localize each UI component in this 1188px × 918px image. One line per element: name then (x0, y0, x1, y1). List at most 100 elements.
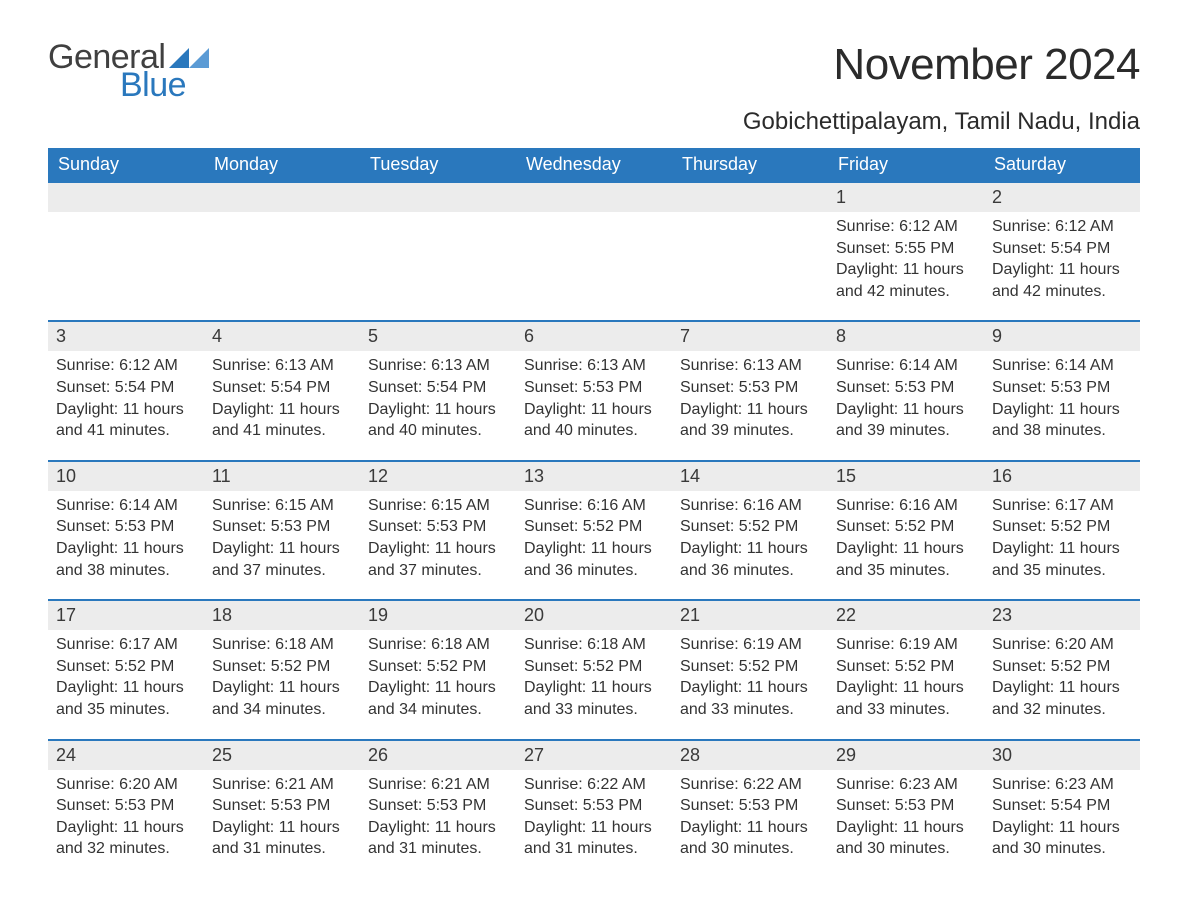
daylight-text: Daylight: 11 hours and 38 minutes. (56, 538, 196, 581)
daylight-text: Daylight: 11 hours and 41 minutes. (212, 399, 352, 442)
sunrise-text: Sunrise: 6:14 AM (56, 495, 196, 517)
sunrise-text: Sunrise: 6:17 AM (56, 634, 196, 656)
day-details: Sunrise: 6:13 AMSunset: 5:53 PMDaylight:… (672, 351, 828, 459)
sunrise-text: Sunrise: 6:13 AM (680, 355, 820, 377)
day-number: 23 (984, 599, 1140, 630)
calendar-cell: 11Sunrise: 6:15 AMSunset: 5:53 PMDayligh… (204, 460, 360, 599)
day-number: 28 (672, 739, 828, 770)
sunset-text: Sunset: 5:53 PM (524, 795, 664, 817)
day-details: Sunrise: 6:14 AMSunset: 5:53 PMDaylight:… (48, 491, 204, 599)
calendar: Sunday Monday Tuesday Wednesday Thursday… (48, 148, 1140, 878)
day-number: 4 (204, 320, 360, 351)
dayname-sunday: Sunday (48, 148, 204, 181)
calendar-cell: 15Sunrise: 6:16 AMSunset: 5:52 PMDayligh… (828, 460, 984, 599)
day-details: Sunrise: 6:23 AMSunset: 5:53 PMDaylight:… (828, 770, 984, 878)
day-details: Sunrise: 6:15 AMSunset: 5:53 PMDaylight:… (204, 491, 360, 599)
sunrise-text: Sunrise: 6:16 AM (524, 495, 664, 517)
sunset-text: Sunset: 5:52 PM (524, 516, 664, 538)
day-details: Sunrise: 6:18 AMSunset: 5:52 PMDaylight:… (204, 630, 360, 738)
daylight-text: Daylight: 11 hours and 36 minutes. (524, 538, 664, 581)
day-number: 3 (48, 320, 204, 351)
sunset-text: Sunset: 5:53 PM (56, 795, 196, 817)
day-number: 25 (204, 739, 360, 770)
sunrise-text: Sunrise: 6:20 AM (56, 774, 196, 796)
calendar-week: 24Sunrise: 6:20 AMSunset: 5:53 PMDayligh… (48, 739, 1140, 878)
day-details: Sunrise: 6:13 AMSunset: 5:54 PMDaylight:… (204, 351, 360, 459)
calendar-cell (516, 181, 672, 320)
sunrise-text: Sunrise: 6:14 AM (836, 355, 976, 377)
dayname-wednesday: Wednesday (516, 148, 672, 181)
day-number: 10 (48, 460, 204, 491)
day-details: Sunrise: 6:17 AMSunset: 5:52 PMDaylight:… (984, 491, 1140, 599)
day-number: 8 (828, 320, 984, 351)
page-title: November 2024 (833, 40, 1140, 90)
day-details: Sunrise: 6:18 AMSunset: 5:52 PMDaylight:… (516, 630, 672, 738)
sunrise-text: Sunrise: 6:13 AM (524, 355, 664, 377)
sunrise-text: Sunrise: 6:13 AM (368, 355, 508, 377)
calendar-cell: 21Sunrise: 6:19 AMSunset: 5:52 PMDayligh… (672, 599, 828, 738)
sunset-text: Sunset: 5:53 PM (368, 795, 508, 817)
calendar-cell (672, 181, 828, 320)
day-number: 2 (984, 181, 1140, 212)
sunset-text: Sunset: 5:54 PM (368, 377, 508, 399)
sunset-text: Sunset: 5:54 PM (992, 795, 1132, 817)
sunset-text: Sunset: 5:52 PM (992, 656, 1132, 678)
calendar-cell: 29Sunrise: 6:23 AMSunset: 5:53 PMDayligh… (828, 739, 984, 878)
calendar-week: 3Sunrise: 6:12 AMSunset: 5:54 PMDaylight… (48, 320, 1140, 459)
day-number: 18 (204, 599, 360, 630)
sunset-text: Sunset: 5:53 PM (524, 377, 664, 399)
day-number (48, 181, 204, 212)
daylight-text: Daylight: 11 hours and 40 minutes. (368, 399, 508, 442)
calendar-cell: 9Sunrise: 6:14 AMSunset: 5:53 PMDaylight… (984, 320, 1140, 459)
daylight-text: Daylight: 11 hours and 31 minutes. (524, 817, 664, 860)
day-details: Sunrise: 6:18 AMSunset: 5:52 PMDaylight:… (360, 630, 516, 738)
day-number: 11 (204, 460, 360, 491)
calendar-cell: 10Sunrise: 6:14 AMSunset: 5:53 PMDayligh… (48, 460, 204, 599)
day-details: Sunrise: 6:12 AMSunset: 5:55 PMDaylight:… (828, 212, 984, 320)
daylight-text: Daylight: 11 hours and 30 minutes. (836, 817, 976, 860)
day-details: Sunrise: 6:15 AMSunset: 5:53 PMDaylight:… (360, 491, 516, 599)
sunset-text: Sunset: 5:52 PM (992, 516, 1132, 538)
calendar-cell: 26Sunrise: 6:21 AMSunset: 5:53 PMDayligh… (360, 739, 516, 878)
calendar-cell: 4Sunrise: 6:13 AMSunset: 5:54 PMDaylight… (204, 320, 360, 459)
daylight-text: Daylight: 11 hours and 30 minutes. (680, 817, 820, 860)
day-number: 21 (672, 599, 828, 630)
daylight-text: Daylight: 11 hours and 31 minutes. (212, 817, 352, 860)
calendar-cell: 18Sunrise: 6:18 AMSunset: 5:52 PMDayligh… (204, 599, 360, 738)
calendar-cell: 7Sunrise: 6:13 AMSunset: 5:53 PMDaylight… (672, 320, 828, 459)
sunset-text: Sunset: 5:52 PM (56, 656, 196, 678)
daylight-text: Daylight: 11 hours and 34 minutes. (368, 677, 508, 720)
day-number: 14 (672, 460, 828, 491)
day-number: 22 (828, 599, 984, 630)
day-details: Sunrise: 6:14 AMSunset: 5:53 PMDaylight:… (984, 351, 1140, 459)
daylight-text: Daylight: 11 hours and 40 minutes. (524, 399, 664, 442)
header: General Blue November 2024 (48, 40, 1140, 102)
day-details (672, 212, 828, 234)
day-number: 17 (48, 599, 204, 630)
sunset-text: Sunset: 5:53 PM (836, 377, 976, 399)
day-details: Sunrise: 6:13 AMSunset: 5:53 PMDaylight:… (516, 351, 672, 459)
calendar-cell: 23Sunrise: 6:20 AMSunset: 5:52 PMDayligh… (984, 599, 1140, 738)
calendar-header-row: Sunday Monday Tuesday Wednesday Thursday… (48, 148, 1140, 181)
day-number: 26 (360, 739, 516, 770)
daylight-text: Daylight: 11 hours and 35 minutes. (56, 677, 196, 720)
sunset-text: Sunset: 5:55 PM (836, 238, 976, 260)
calendar-cell: 1Sunrise: 6:12 AMSunset: 5:55 PMDaylight… (828, 181, 984, 320)
sunset-text: Sunset: 5:53 PM (56, 516, 196, 538)
dayname-monday: Monday (204, 148, 360, 181)
logo-blue-text: Blue (120, 68, 186, 102)
day-details: Sunrise: 6:21 AMSunset: 5:53 PMDaylight:… (204, 770, 360, 878)
calendar-cell: 6Sunrise: 6:13 AMSunset: 5:53 PMDaylight… (516, 320, 672, 459)
sunrise-text: Sunrise: 6:18 AM (524, 634, 664, 656)
day-details: Sunrise: 6:22 AMSunset: 5:53 PMDaylight:… (672, 770, 828, 878)
day-details: Sunrise: 6:16 AMSunset: 5:52 PMDaylight:… (672, 491, 828, 599)
day-number: 16 (984, 460, 1140, 491)
calendar-cell (204, 181, 360, 320)
daylight-text: Daylight: 11 hours and 39 minutes. (836, 399, 976, 442)
daylight-text: Daylight: 11 hours and 33 minutes. (524, 677, 664, 720)
calendar-cell: 12Sunrise: 6:15 AMSunset: 5:53 PMDayligh… (360, 460, 516, 599)
sunset-text: Sunset: 5:54 PM (992, 238, 1132, 260)
sunrise-text: Sunrise: 6:12 AM (836, 216, 976, 238)
calendar-cell (48, 181, 204, 320)
calendar-cell (360, 181, 516, 320)
